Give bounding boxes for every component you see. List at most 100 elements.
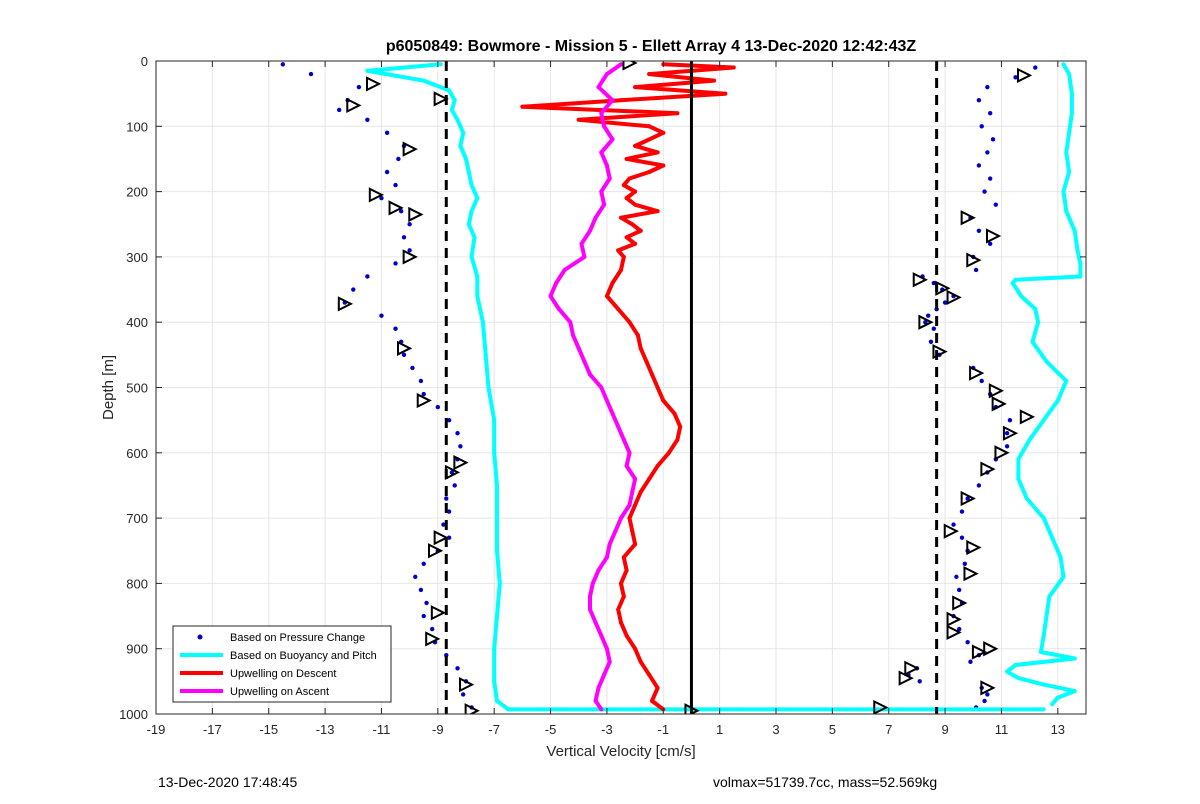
series-point	[619, 516, 623, 521]
turn-marker	[337, 296, 354, 312]
series-point	[712, 78, 716, 83]
series-point	[633, 143, 638, 148]
data-point	[979, 124, 984, 129]
series-point	[1047, 594, 1052, 599]
series-point	[475, 274, 480, 279]
y-tick-label: 800	[126, 576, 148, 591]
series-point	[461, 130, 466, 135]
series-point	[495, 483, 499, 488]
series-point	[596, 568, 601, 573]
series-point	[647, 672, 652, 677]
series-point	[619, 62, 623, 67]
series-point	[520, 104, 525, 109]
series-point	[599, 633, 604, 638]
series-point	[602, 202, 607, 207]
data-point	[1007, 417, 1013, 423]
series-point	[661, 130, 666, 135]
series-point	[655, 209, 660, 214]
data-point	[985, 150, 990, 155]
series-point	[610, 98, 615, 103]
series-point	[627, 320, 632, 325]
series-3	[548, 62, 638, 712]
series-point	[1041, 516, 1046, 521]
series-point	[655, 385, 660, 390]
series-point	[647, 124, 652, 129]
series-point	[593, 215, 598, 220]
turn-marker	[971, 644, 988, 660]
series-point	[633, 85, 638, 90]
turn-marker	[1002, 425, 1019, 441]
data-point	[379, 313, 384, 318]
series-point	[1033, 307, 1038, 312]
series-point	[1064, 150, 1069, 155]
series-point	[590, 581, 595, 586]
data-point	[421, 613, 426, 619]
data-point	[923, 320, 928, 325]
legend: Based on Pressure Change Based on Buoyanc…	[172, 625, 392, 703]
data-point	[393, 182, 398, 188]
series-point	[602, 672, 607, 677]
series-point	[630, 489, 635, 494]
data-point	[393, 326, 398, 331]
x-tick-label: -17	[203, 722, 222, 737]
x-tick-label: 3	[772, 722, 779, 737]
series-point	[633, 503, 638, 508]
data-point	[446, 509, 452, 514]
series-point	[1050, 702, 1055, 707]
series-point	[627, 450, 632, 455]
turn-marker	[969, 365, 985, 381]
series-point	[655, 150, 660, 155]
data-point	[398, 208, 404, 214]
turn-marker	[368, 187, 385, 203]
series-point	[607, 542, 612, 547]
data-point	[435, 404, 441, 410]
turn-marker	[991, 396, 1007, 412]
series-point	[621, 437, 626, 442]
y-tick-label: 600	[126, 446, 148, 461]
turn-marker	[904, 660, 920, 676]
turn-marker	[408, 206, 424, 223]
turn-marker	[898, 670, 914, 686]
series-point	[633, 241, 638, 246]
series-point	[610, 281, 615, 286]
series-point	[675, 437, 680, 442]
series-point	[613, 529, 618, 534]
series-point	[599, 707, 604, 712]
data-point	[421, 391, 426, 397]
series-point	[557, 307, 561, 312]
data-point	[965, 639, 970, 645]
series-point	[596, 85, 601, 90]
series-point	[599, 189, 604, 194]
data-point	[976, 97, 982, 103]
series-point	[672, 411, 677, 416]
data-point	[959, 535, 965, 540]
data-point	[393, 261, 398, 266]
footer-timestamp: 13-Dec-2020 17:48:45	[158, 774, 298, 790]
data-point	[365, 274, 370, 279]
data-point	[942, 300, 948, 305]
series-point	[650, 698, 654, 703]
y-tick-label: 900	[126, 642, 148, 657]
x-tick-label: -1	[657, 722, 669, 737]
series-point	[582, 254, 587, 259]
data-point	[973, 267, 979, 273]
turn-marker	[1019, 409, 1036, 425]
data-point	[956, 587, 962, 593]
series-point	[604, 294, 609, 299]
series-point	[1064, 209, 1069, 214]
data-point	[356, 84, 362, 90]
series-point	[633, 476, 638, 481]
series-point	[607, 659, 612, 664]
series-point	[607, 176, 612, 181]
series-point	[562, 267, 567, 272]
y-tick-label: 100	[126, 119, 148, 134]
series-point	[633, 542, 638, 547]
series-point	[1050, 535, 1055, 540]
series-point	[365, 68, 370, 73]
series-point	[635, 333, 640, 338]
data-point	[396, 156, 401, 162]
series-point	[582, 359, 587, 364]
series-point	[731, 65, 736, 70]
series-point	[469, 209, 474, 214]
series-point	[492, 679, 497, 684]
